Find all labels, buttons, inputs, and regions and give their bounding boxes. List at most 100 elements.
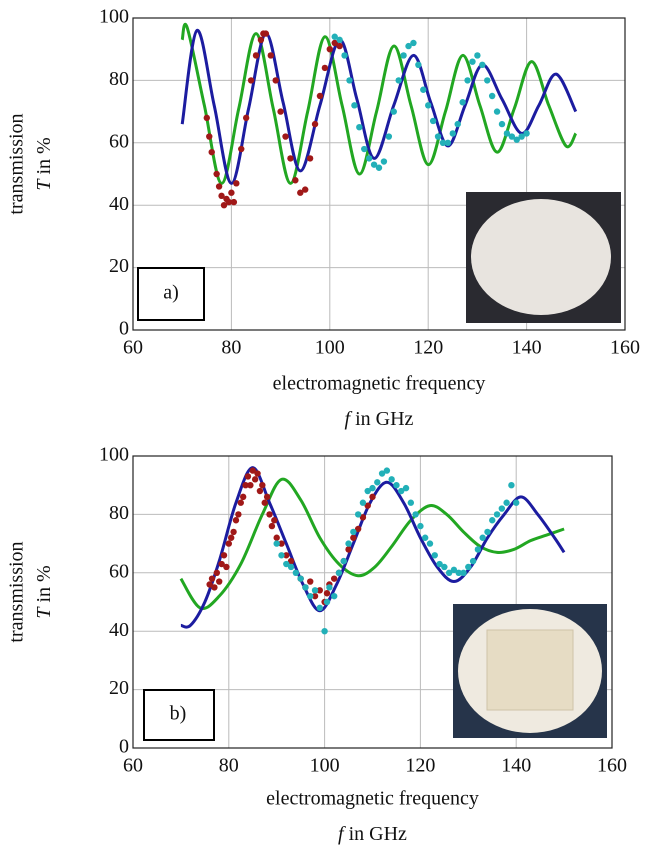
x-axis-symbol: f bbox=[338, 823, 346, 845]
scatter-point bbox=[302, 186, 309, 193]
scatter-point bbox=[513, 136, 520, 143]
scatter-point bbox=[213, 569, 221, 576]
scatter-point bbox=[230, 528, 237, 536]
scatter-point bbox=[277, 108, 284, 115]
scatter-point bbox=[261, 499, 268, 506]
scatter-point bbox=[369, 484, 376, 492]
scatter-point bbox=[434, 133, 442, 140]
scatter-point bbox=[405, 42, 412, 50]
scatter-point bbox=[484, 77, 491, 84]
scatter-point bbox=[225, 540, 232, 547]
scatter-point bbox=[465, 563, 472, 571]
scatter-point bbox=[412, 511, 419, 518]
x-tick-label: 100 bbox=[310, 755, 340, 777]
scatter-point bbox=[336, 36, 343, 44]
scatter-point bbox=[215, 183, 223, 190]
y-axis-label: transmission bbox=[6, 541, 28, 642]
scatter-point bbox=[439, 139, 447, 146]
scatter-point bbox=[508, 482, 515, 489]
scatter-point bbox=[479, 534, 486, 541]
scatter-point bbox=[469, 58, 476, 65]
scatter-point bbox=[426, 540, 434, 547]
scatter-point bbox=[238, 145, 245, 153]
scatter-point bbox=[445, 569, 453, 576]
plot-frame bbox=[132, 17, 626, 331]
scatter-point bbox=[410, 39, 417, 47]
scatter-point bbox=[503, 130, 511, 137]
scatter-point bbox=[523, 130, 530, 137]
y-tick-label: 40 bbox=[109, 619, 129, 641]
scatter-point bbox=[323, 598, 331, 606]
line-series bbox=[179, 477, 565, 610]
scatter-point bbox=[441, 563, 448, 571]
scatter-point bbox=[266, 511, 273, 518]
scatter-point bbox=[216, 578, 223, 585]
scatter-point bbox=[252, 52, 260, 59]
scatter-point bbox=[474, 52, 481, 59]
scatter-point bbox=[244, 473, 252, 480]
scatter-point bbox=[503, 499, 510, 506]
scatter-point bbox=[380, 158, 388, 165]
line-series bbox=[180, 466, 566, 629]
scatter-point bbox=[249, 467, 256, 474]
scatter-point bbox=[364, 502, 371, 509]
y-tick-label: 100 bbox=[99, 444, 129, 466]
scatter-point bbox=[326, 46, 333, 53]
scatter-point bbox=[398, 487, 405, 495]
scatter-point bbox=[390, 108, 397, 115]
y-tick-label: 0 bbox=[119, 736, 129, 758]
scatter-point bbox=[454, 120, 461, 128]
scatter-point bbox=[287, 557, 295, 565]
scatter-point bbox=[365, 155, 373, 162]
scatter-point bbox=[460, 569, 467, 576]
scatter-point bbox=[484, 528, 491, 536]
scatter-point bbox=[431, 552, 438, 559]
scatter-point bbox=[220, 552, 228, 559]
chart-panel: 60 80 100 120 140 160 0 20 40 60 80 100 transmission… bbox=[6, 6, 640, 430]
scatter-point bbox=[346, 77, 353, 84]
scatter-point bbox=[359, 499, 367, 506]
x-tick-label: 140 bbox=[501, 755, 531, 777]
x-tick-label: 60 bbox=[123, 337, 143, 359]
y-tick-label: 40 bbox=[109, 193, 129, 215]
x-tick-label: 60 bbox=[123, 755, 143, 777]
x-axis-symbol: f bbox=[345, 408, 353, 430]
scatter-point bbox=[273, 534, 280, 541]
scatter-point bbox=[316, 92, 324, 100]
scatter-point bbox=[292, 569, 300, 576]
scatter-point bbox=[228, 189, 235, 196]
scatter-point bbox=[488, 92, 496, 100]
scatter-point bbox=[375, 164, 383, 171]
y-tick-label: 20 bbox=[109, 677, 129, 699]
scatter-point bbox=[498, 505, 506, 512]
x-axis-label: electromagnetic frequency bbox=[266, 788, 479, 810]
scatter-point bbox=[257, 36, 265, 44]
scatter-point bbox=[425, 102, 432, 109]
y-tick-label: 60 bbox=[109, 560, 129, 582]
scatter-point bbox=[331, 39, 338, 47]
scatter-point bbox=[242, 482, 249, 489]
y-tick-label: 0 bbox=[119, 318, 129, 340]
scatter-point bbox=[306, 155, 314, 162]
scatter-point bbox=[292, 177, 299, 184]
scatter-point bbox=[321, 628, 328, 635]
scatter-point bbox=[211, 584, 218, 591]
scatter-point bbox=[464, 77, 471, 84]
scatter-point bbox=[508, 133, 516, 140]
scatter-point bbox=[385, 133, 393, 140]
x-axis-label: f in GHz bbox=[338, 823, 407, 845]
scatter-point bbox=[459, 99, 466, 106]
scatter-point bbox=[251, 476, 259, 483]
panel-label: a) bbox=[163, 282, 179, 304]
scatter-point bbox=[227, 534, 235, 541]
scatter-point bbox=[330, 592, 338, 600]
scatter-point bbox=[420, 86, 427, 93]
scatter-point bbox=[350, 534, 357, 541]
scatter-point bbox=[307, 592, 314, 600]
y-tick-label: 80 bbox=[109, 502, 129, 524]
panel-label-box bbox=[137, 267, 205, 321]
scatter-point bbox=[316, 587, 324, 594]
y-axis-symbol: T bbox=[33, 178, 55, 191]
scatter-point bbox=[345, 546, 352, 553]
